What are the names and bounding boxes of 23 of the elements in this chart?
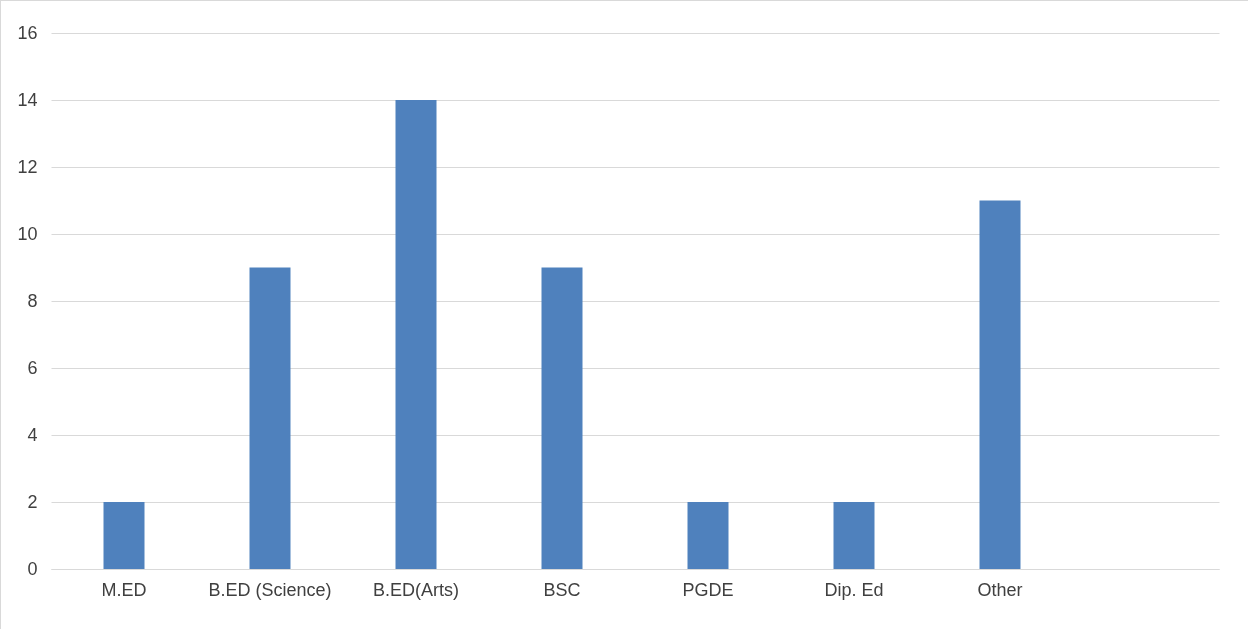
x-tick-label: B.ED (Science): [208, 579, 332, 600]
x-tick-label: PGDE: [682, 579, 734, 600]
bar: [979, 200, 1021, 569]
x-tick-label: BSC: [543, 579, 581, 600]
y-tick-label: 2: [27, 491, 38, 512]
y-tick-label: 12: [17, 156, 38, 177]
bar: [687, 502, 729, 569]
x-tick-label: B.ED(Arts): [372, 579, 460, 600]
bar: [833, 502, 875, 569]
y-tick-label: 6: [27, 357, 38, 378]
bar: [249, 267, 291, 569]
y-tick-label: 16: [17, 22, 38, 43]
bar: [103, 502, 145, 569]
y-tick-label: 8: [27, 290, 38, 311]
y-tick-label: 0: [27, 558, 38, 579]
y-tick-label: 4: [27, 424, 38, 445]
x-tick-label: M.ED: [101, 579, 147, 600]
y-tick-label: 14: [17, 89, 38, 110]
x-tick-label: Other: [977, 579, 1023, 600]
x-tick-label: Dip. Ed: [824, 579, 884, 600]
y-tick-label: 10: [17, 223, 38, 244]
bar: [541, 267, 583, 569]
bar: [395, 100, 437, 569]
